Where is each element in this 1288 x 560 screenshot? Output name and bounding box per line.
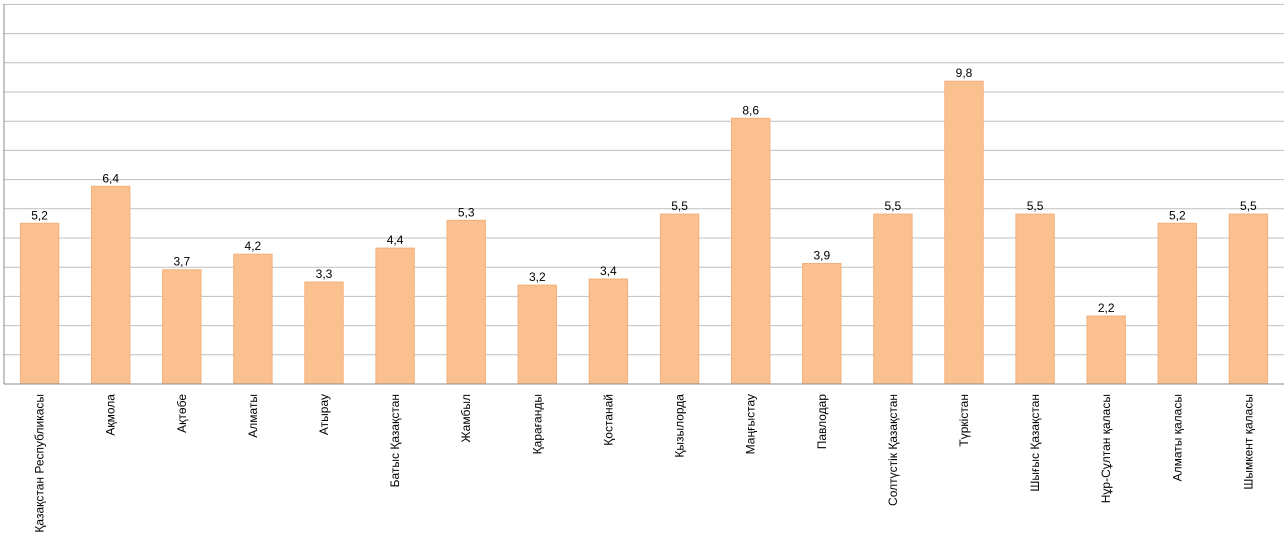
bar xyxy=(446,219,486,385)
bar xyxy=(659,213,700,385)
bar xyxy=(588,278,629,385)
bar xyxy=(233,253,273,385)
bar xyxy=(731,117,771,385)
category-tick-label: Маңғыстау xyxy=(744,394,758,454)
category-tick-label: Қарағанды xyxy=(530,394,544,454)
bar xyxy=(1157,222,1197,385)
category-tick-label: Жамбыл xyxy=(459,394,473,443)
category-tick-label: Ақтөбе xyxy=(175,394,189,433)
bar xyxy=(91,185,131,385)
value-labels: 5,2 6,4 3,7 4,2 3,3 4,4 5,3 3,2 3,4 5,5 8,6 3,9 5,5 9… xyxy=(31,66,1257,315)
bar xyxy=(375,247,415,385)
value-label: 5,5 xyxy=(1240,199,1257,213)
value-label: 4,2 xyxy=(245,239,262,253)
category-tick-label: Шымкент қаласы xyxy=(1241,394,1255,490)
category-tick-label: Нұр-Сұлтан қаласы xyxy=(1099,394,1113,503)
category-tick-label: Қызылорда xyxy=(673,394,687,458)
category-tick-label: Қостанай xyxy=(601,394,615,446)
category-tick-label: Ақмола xyxy=(104,394,118,436)
value-label: 5,2 xyxy=(1169,208,1186,222)
bar xyxy=(873,213,913,385)
value-label: 5,5 xyxy=(1027,199,1044,213)
value-label: 6,4 xyxy=(102,171,119,185)
value-label: 5,5 xyxy=(885,199,902,213)
bar xyxy=(19,222,60,385)
category-tick-label: Шығыс Қазақстан xyxy=(1028,394,1042,492)
bar xyxy=(162,269,202,385)
value-label: 4,4 xyxy=(387,233,404,247)
value-label: 3,4 xyxy=(600,264,617,278)
bar xyxy=(944,80,984,385)
bar xyxy=(304,281,344,385)
value-label: 3,2 xyxy=(529,270,546,284)
value-label: 3,9 xyxy=(813,249,830,263)
bar-series xyxy=(19,80,1269,385)
bar xyxy=(1015,213,1055,385)
value-label: 9,8 xyxy=(956,66,973,80)
value-label: 5,3 xyxy=(458,205,475,219)
value-label: 3,3 xyxy=(316,267,333,281)
value-label: 5,2 xyxy=(31,208,48,222)
category-tick-label: Павлодар xyxy=(815,394,829,450)
category-tick-label: Атырау xyxy=(317,394,331,435)
value-label: 5,5 xyxy=(671,199,688,213)
category-tick-labels: Қазақстан Республикасы Ақмола Ақтөбе Алматы… xyxy=(33,394,1256,533)
category-tick-label: Батыс Қазақстан xyxy=(388,394,402,487)
value-label: 2,2 xyxy=(1098,301,1115,315)
value-label: 3,7 xyxy=(173,255,190,269)
category-tick-label: Солтүстік Қазақстан xyxy=(886,394,900,506)
category-tick-label: Алматы xyxy=(246,394,260,438)
grid-lines xyxy=(4,3,1284,356)
category-tick-label: Алматы қаласы xyxy=(1170,394,1184,481)
category-tick-label: Түркістан xyxy=(957,394,971,447)
category-tick-label: Қазақстан Республикасы xyxy=(33,394,47,533)
value-label: 8,6 xyxy=(742,103,759,117)
bar xyxy=(802,263,842,385)
bar xyxy=(1228,213,1269,385)
bar xyxy=(517,284,557,385)
bar xyxy=(1086,315,1126,385)
